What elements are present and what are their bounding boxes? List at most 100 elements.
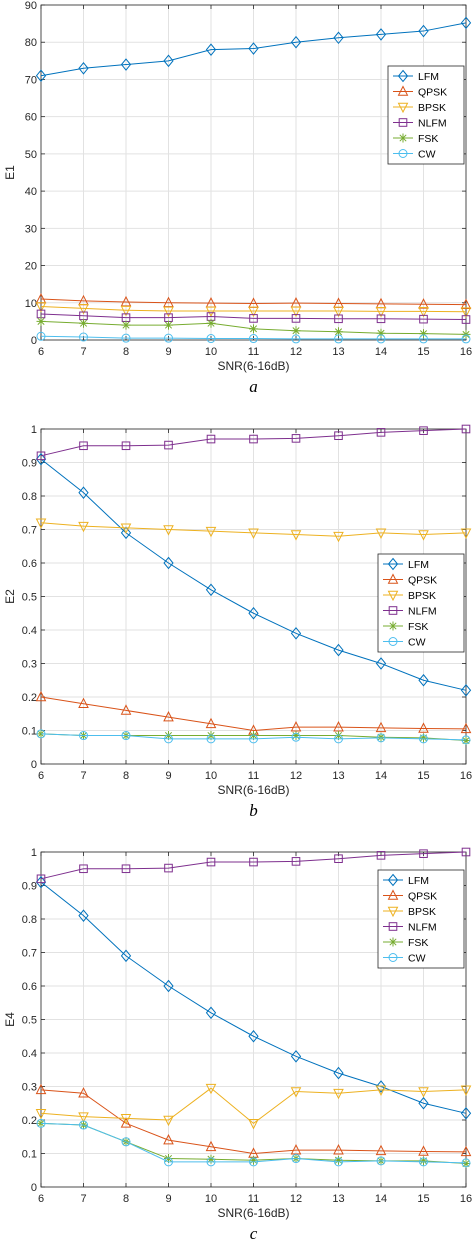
data-point [35, 1083, 47, 1095]
data-point [334, 327, 343, 337]
series-bpsk [35, 302, 472, 318]
data-point [78, 486, 89, 499]
y-tick-label: 0.5 [22, 592, 37, 604]
series-line [40, 335, 466, 340]
data-point [121, 441, 131, 451]
data-point [36, 331, 46, 341]
legend-label: LFM [408, 559, 429, 571]
legend-item: NLFM [383, 922, 437, 934]
data-point [460, 307, 472, 318]
y-tick-label: 0.8 [22, 914, 37, 926]
data-point [120, 58, 132, 71]
data-point [163, 525, 174, 536]
x-tick-label: 16 [460, 1193, 472, 1205]
data-point [248, 306, 259, 318]
legend-marker [388, 637, 398, 646]
data-point [35, 302, 47, 313]
data-point [461, 1159, 471, 1169]
data-point [334, 431, 343, 440]
series-nlfm [36, 847, 471, 884]
data-point [460, 1107, 472, 1120]
data-point [418, 673, 429, 687]
data-point [419, 334, 428, 344]
y-tick-label: 80 [25, 37, 37, 49]
data-point [334, 314, 343, 324]
y-tick-label: 1 [31, 424, 37, 436]
data-point [334, 1157, 343, 1167]
data-point [334, 854, 343, 864]
data-point [79, 731, 88, 741]
data-point [461, 847, 471, 857]
legend-label: CW [408, 637, 426, 649]
data-point [79, 864, 88, 874]
series-line [40, 306, 467, 313]
data-point [460, 684, 472, 697]
legend-box [377, 553, 465, 653]
series-line [40, 428, 467, 457]
y-tick-label: 1 [31, 847, 37, 859]
data-point [290, 306, 302, 318]
y-tick-label: 0.2 [22, 1115, 37, 1127]
legend-marker [387, 557, 399, 571]
legend-marker [388, 606, 398, 615]
data-point [248, 528, 259, 539]
data-point [78, 61, 89, 75]
data-point [418, 530, 429, 541]
data-point [35, 518, 47, 529]
data-point [78, 304, 89, 315]
y-tick-label: 20 [25, 261, 37, 273]
legend-label: NLFM [418, 118, 447, 130]
data-point [333, 531, 344, 543]
data-point [418, 24, 429, 38]
data-point [121, 731, 131, 741]
data-point [36, 729, 46, 739]
data-point [461, 735, 471, 745]
series-line [40, 851, 467, 880]
panel-label: a [249, 377, 258, 396]
legend-label: LFM [418, 71, 439, 83]
data-point [291, 857, 301, 866]
series-line [40, 733, 467, 741]
data-point [205, 43, 217, 56]
legend-marker [397, 69, 409, 83]
data-point [249, 734, 258, 744]
series-line [40, 458, 467, 691]
x-tick-label: 10 [205, 1193, 217, 1205]
legend-marker [387, 873, 399, 887]
y-tick-label: 90 [25, 0, 37, 12]
data-point [376, 733, 386, 743]
data-point [205, 306, 217, 318]
data-point [375, 28, 387, 41]
legend-label: QPSK [408, 575, 437, 587]
series-line [40, 313, 467, 321]
data-point [206, 334, 216, 344]
legend-marker [398, 133, 408, 143]
data-point [164, 731, 173, 741]
data-point [461, 315, 471, 324]
series-bpsk [35, 518, 472, 543]
y-tick-label: 0.3 [22, 659, 37, 671]
data-point [248, 1029, 259, 1043]
x-tick-label: 8 [123, 770, 129, 782]
data-point [206, 1157, 216, 1167]
legend-marker [398, 149, 408, 158]
data-point [460, 528, 472, 539]
x-tick-label: 11 [248, 1193, 259, 1205]
legend-label: NLFM [408, 606, 437, 618]
data-point [376, 314, 386, 324]
data-point [375, 1085, 387, 1096]
data-point [291, 326, 301, 336]
data-point [333, 306, 344, 318]
y-tick-label: 0.6 [22, 981, 37, 993]
y-tick-label: 0.9 [22, 881, 37, 893]
legend-marker [388, 937, 398, 947]
data-point [290, 627, 302, 640]
data-point [206, 734, 216, 744]
data-point [290, 35, 302, 49]
data-point [291, 434, 301, 443]
x-tick-label: 12 [290, 1193, 302, 1205]
data-point [164, 734, 173, 744]
data-point [376, 1156, 386, 1166]
data-point [333, 31, 344, 45]
series-line [40, 1122, 467, 1164]
